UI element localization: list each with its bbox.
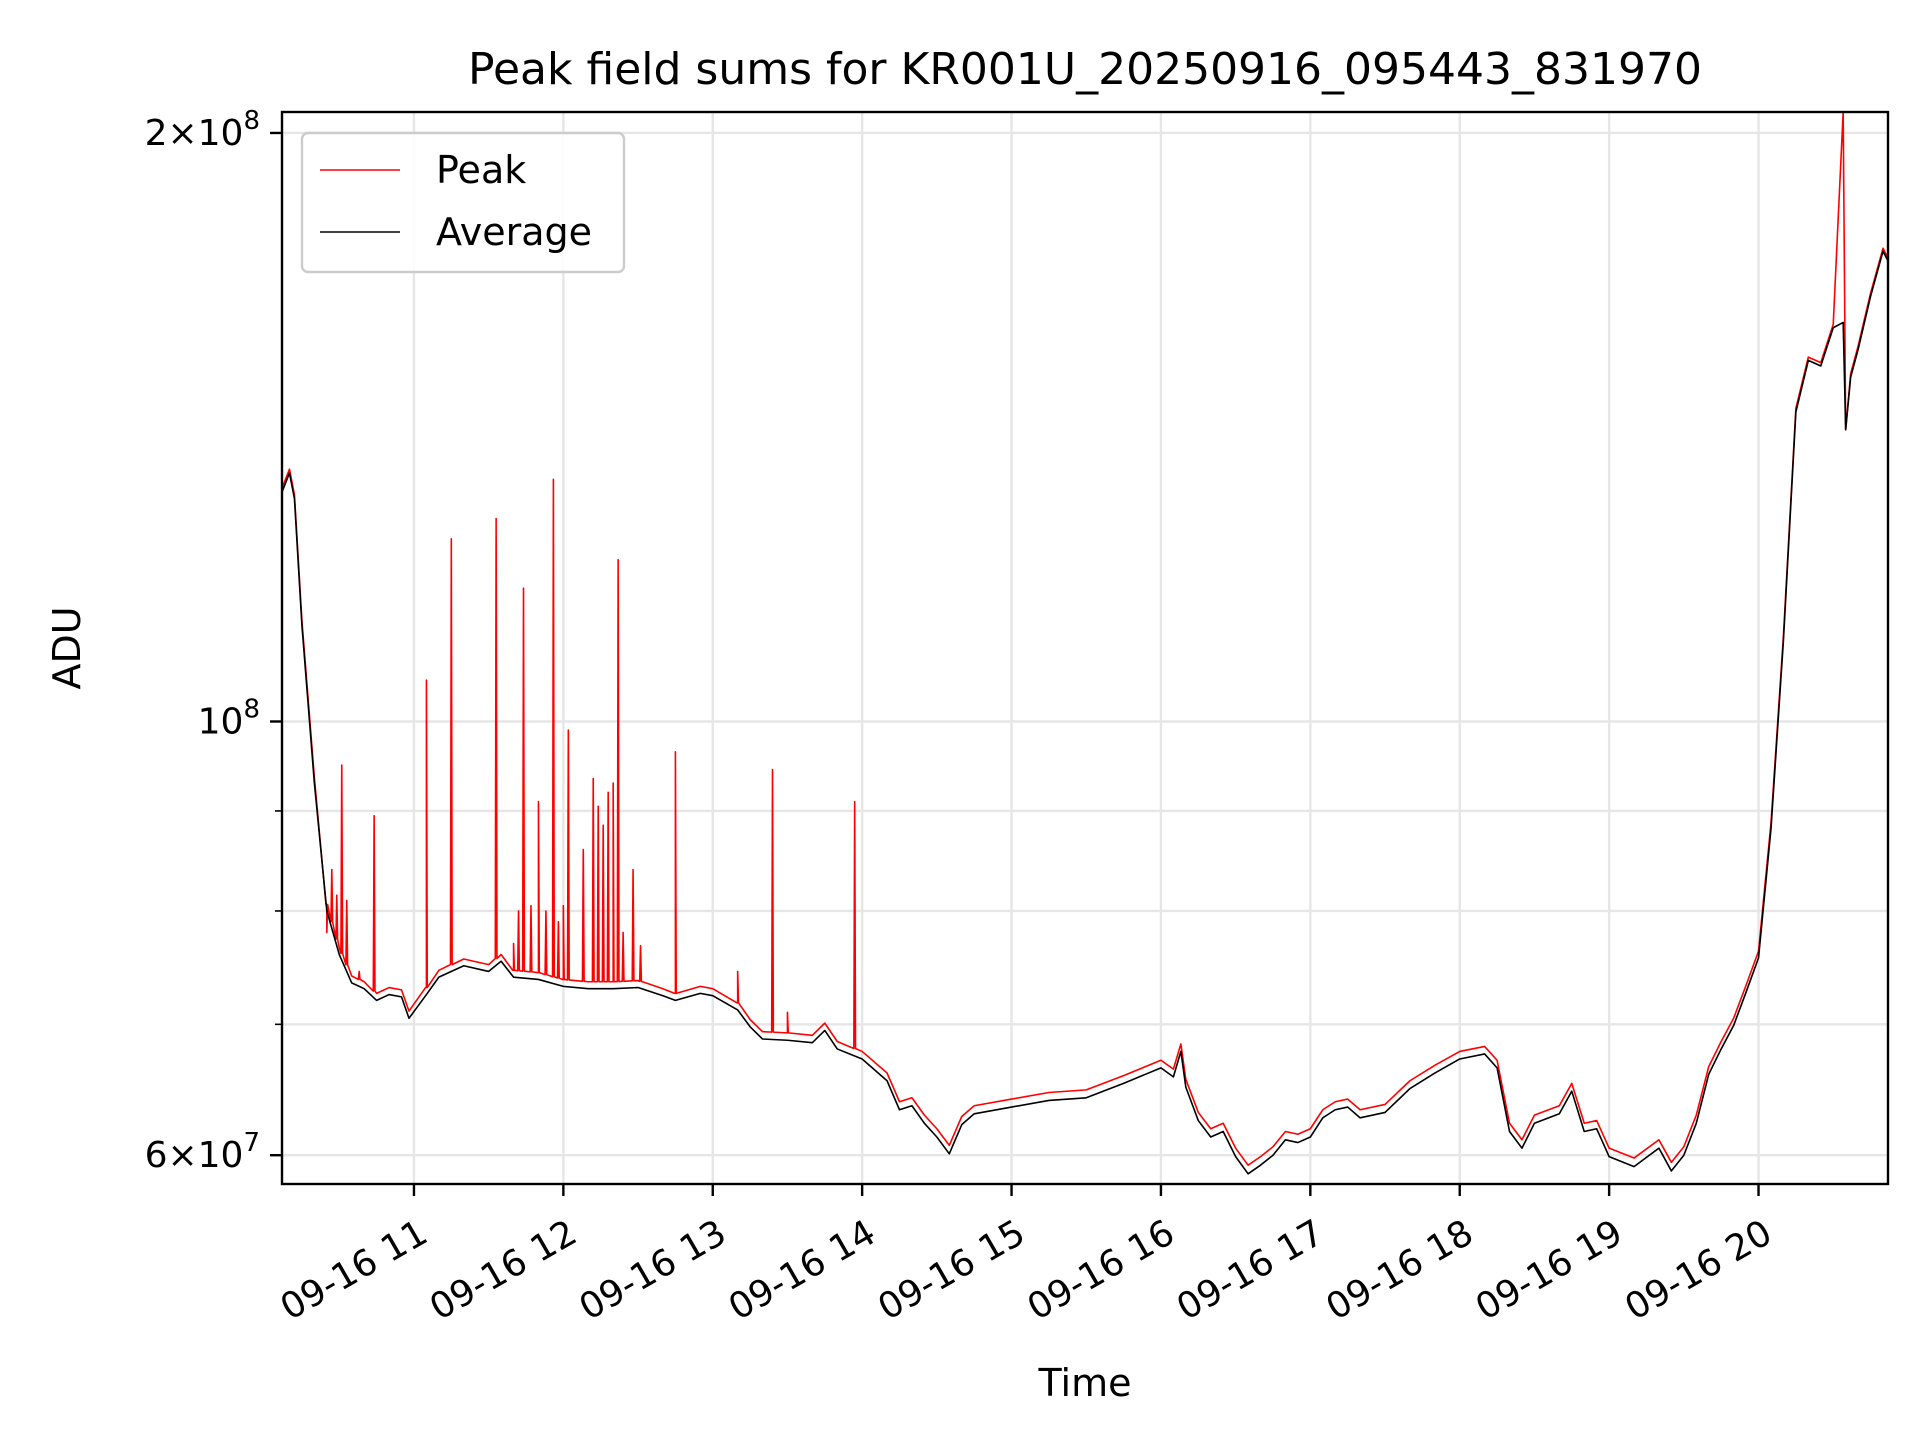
y-tick-base: 10 (198, 701, 244, 742)
y-tick-base: 2 (145, 113, 168, 154)
y-axis-label: ADU (45, 606, 89, 689)
x-tick-label: 09-16 15 (871, 1212, 1032, 1328)
series-line-peak (282, 112, 1888, 1166)
x-tick-label: 09-16 17 (1170, 1212, 1331, 1328)
series-layer (282, 112, 1888, 1175)
x-tick-label: 09-16 20 (1618, 1212, 1779, 1328)
y-tick-exponent: 8 (243, 106, 260, 136)
x-tick-label: 09-16 18 (1320, 1212, 1481, 1328)
y-tick-label: 2×108 (145, 106, 260, 154)
x-axis-label: Time (1038, 1361, 1132, 1405)
y-tick-times: ×10 (167, 1135, 243, 1176)
y-tick-exponent: 8 (243, 694, 260, 724)
x-tick-label: 09-16 13 (573, 1212, 734, 1328)
x-tick-label: 09-16 11 (274, 1212, 435, 1328)
y-tick-label: 108 (198, 694, 260, 742)
chart-title: Peak field sums for KR001U_20250916_0954… (468, 44, 1702, 95)
x-tick-label: 09-16 12 (423, 1212, 584, 1328)
grid (282, 112, 1888, 1184)
legend: Peak Average (300, 131, 626, 274)
x-tick-label: 09-16 19 (1469, 1212, 1630, 1328)
y-tick-times: ×10 (167, 113, 243, 154)
series-line-average (282, 250, 1888, 1175)
plot-frame (280, 110, 1890, 1186)
legend-box (300, 131, 626, 274)
y-tick-label: 6×107 (145, 1128, 260, 1176)
x-tick-label: 09-16 16 (1021, 1212, 1182, 1328)
y-tick-exponent: 7 (243, 1128, 260, 1158)
legend-label-average: Average (436, 210, 592, 254)
legend-label-peak: Peak (436, 148, 526, 192)
x-tick-label: 09-16 14 (722, 1212, 883, 1328)
y-tick-base: 6 (145, 1135, 168, 1176)
